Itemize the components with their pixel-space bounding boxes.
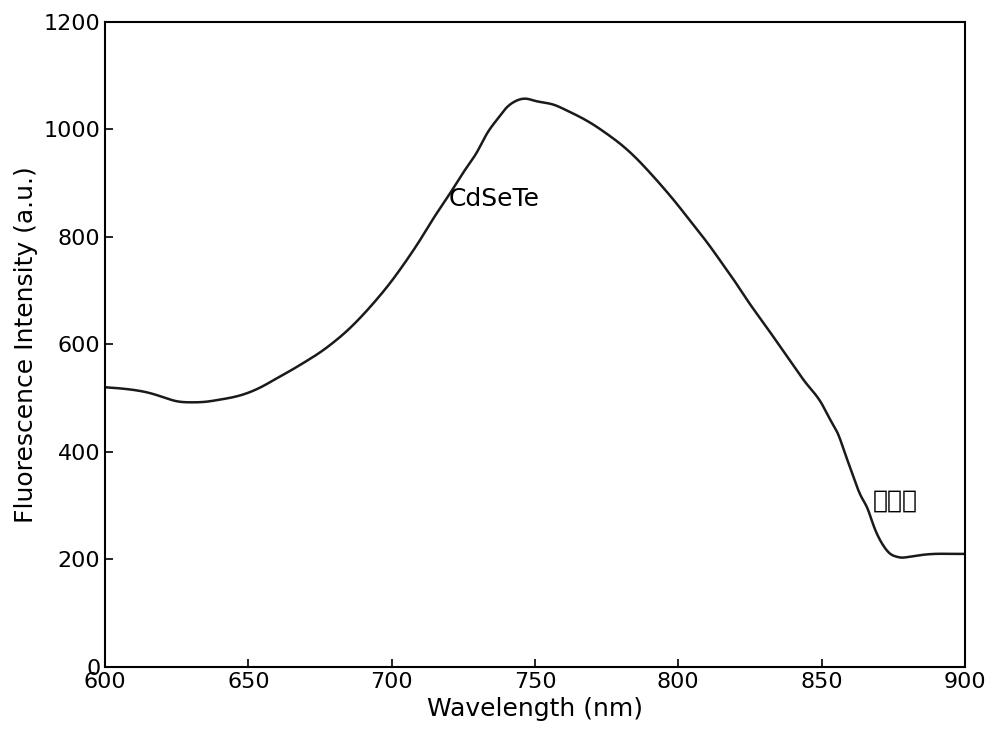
Y-axis label: Fluorescence Intensity (a.u.): Fluorescence Intensity (a.u.) — [14, 166, 38, 523]
Text: CdSeTe: CdSeTe — [449, 187, 540, 211]
Text: 脂质体: 脂质体 — [873, 488, 918, 512]
X-axis label: Wavelength (nm): Wavelength (nm) — [427, 697, 643, 721]
